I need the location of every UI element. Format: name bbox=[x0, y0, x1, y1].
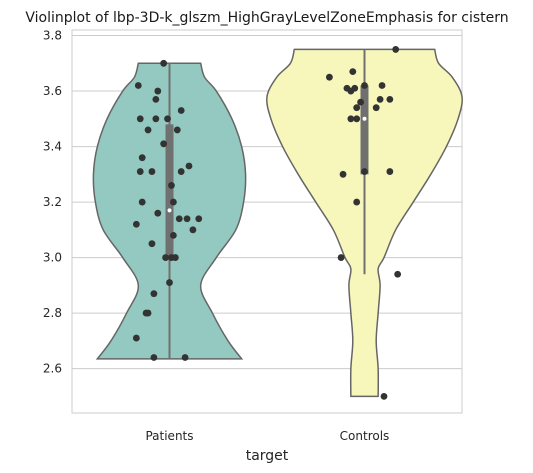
data-point bbox=[172, 254, 179, 261]
data-point bbox=[164, 115, 171, 122]
data-point bbox=[133, 221, 140, 228]
y-tick-label: 3.8 bbox=[43, 29, 62, 43]
data-point bbox=[184, 215, 191, 222]
data-point bbox=[361, 168, 368, 175]
data-point bbox=[340, 171, 347, 178]
x-tick-label: Patients bbox=[145, 429, 193, 443]
data-point bbox=[149, 168, 156, 175]
data-point bbox=[149, 240, 156, 247]
data-point bbox=[195, 215, 202, 222]
data-point bbox=[170, 199, 177, 206]
data-point bbox=[377, 96, 384, 103]
violin-iqr-box bbox=[361, 86, 369, 175]
data-point bbox=[394, 271, 401, 278]
data-point bbox=[353, 115, 360, 122]
data-point bbox=[357, 99, 364, 106]
y-tick-label: 2.6 bbox=[43, 362, 62, 376]
data-point bbox=[347, 88, 354, 95]
data-point bbox=[151, 354, 158, 361]
data-point bbox=[154, 210, 161, 217]
y-tick-label: 3.6 bbox=[43, 84, 62, 98]
data-point bbox=[151, 290, 158, 297]
chart-title: Violinplot of lbp-3D-k_glszm_HighGrayLev… bbox=[25, 10, 508, 26]
data-point bbox=[137, 168, 144, 175]
data-point bbox=[133, 335, 140, 342]
data-point bbox=[160, 140, 167, 147]
x-axis-ticks: Patients Controls bbox=[145, 429, 389, 443]
data-point bbox=[160, 60, 167, 67]
data-point bbox=[174, 127, 181, 134]
data-point bbox=[373, 104, 380, 111]
violin-median bbox=[363, 117, 367, 121]
y-tick-label: 3.2 bbox=[43, 195, 62, 209]
data-point bbox=[379, 82, 386, 89]
data-point bbox=[186, 163, 193, 170]
data-point bbox=[178, 168, 185, 175]
data-point bbox=[349, 68, 356, 75]
data-point bbox=[386, 168, 393, 175]
data-point bbox=[381, 393, 388, 400]
data-point bbox=[154, 88, 161, 95]
data-point bbox=[178, 107, 185, 114]
data-point bbox=[361, 82, 368, 89]
data-point bbox=[353, 199, 360, 206]
data-point bbox=[386, 96, 393, 103]
data-point bbox=[168, 182, 175, 189]
data-point bbox=[353, 104, 360, 111]
x-axis-label: target bbox=[246, 448, 289, 464]
y-tick-label: 2.8 bbox=[43, 306, 62, 320]
data-point bbox=[176, 215, 183, 222]
data-point bbox=[347, 115, 354, 122]
data-point bbox=[145, 127, 152, 134]
data-point bbox=[166, 279, 173, 286]
data-point bbox=[326, 74, 333, 81]
data-point bbox=[190, 226, 197, 233]
data-point bbox=[162, 254, 169, 261]
data-point bbox=[135, 82, 142, 89]
data-point bbox=[152, 115, 159, 122]
data-point bbox=[152, 96, 159, 103]
y-tick-label: 3.0 bbox=[43, 251, 62, 265]
x-tick-label: Controls bbox=[340, 429, 390, 443]
data-point bbox=[338, 254, 345, 261]
data-point bbox=[392, 46, 399, 53]
data-point bbox=[182, 354, 189, 361]
data-point bbox=[139, 199, 146, 206]
data-point bbox=[139, 154, 146, 161]
y-axis-ticks: 2.6 2.8 3.0 3.2 3.4 3.6 3.8 bbox=[43, 29, 62, 376]
data-point bbox=[170, 232, 177, 239]
data-point bbox=[145, 310, 152, 317]
y-tick-label: 3.4 bbox=[43, 140, 62, 154]
data-point bbox=[137, 115, 144, 122]
violin-median bbox=[168, 208, 172, 212]
